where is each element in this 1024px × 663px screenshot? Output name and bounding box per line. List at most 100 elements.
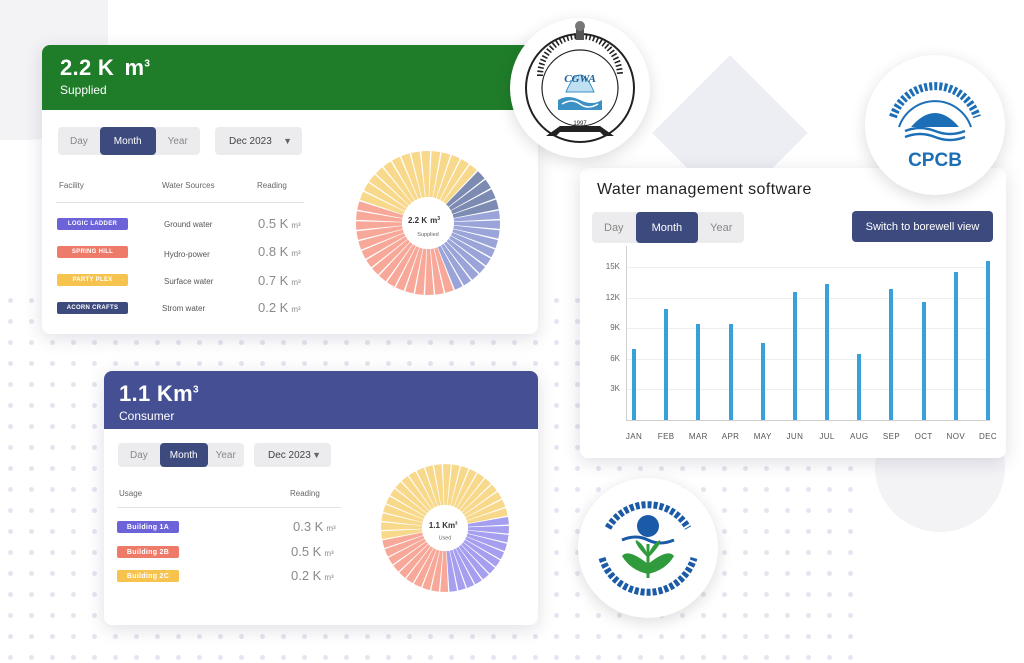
col-reading: Reading	[290, 489, 320, 498]
donut-slice-segment	[384, 535, 425, 557]
donut-slice-segment	[450, 189, 496, 215]
svg-text:CGWA: CGWA	[564, 73, 596, 85]
consumer-value: 1.1 Km3	[119, 381, 523, 407]
donut-slice-segment	[461, 542, 495, 574]
bar-mar[interactable]	[696, 324, 701, 420]
y-axis-line	[626, 246, 627, 420]
donut-slice-segment	[432, 152, 451, 199]
switch-borewell-button[interactable]: Switch to borewell view	[852, 211, 993, 242]
bar-nov[interactable]	[953, 272, 958, 420]
donut-slice-segment	[455, 546, 482, 585]
donut-slice-segment	[390, 488, 427, 517]
bar-jul[interactable]	[825, 283, 830, 420]
donut-slice-segment	[356, 211, 403, 222]
tab-year[interactable]: Year	[167, 135, 188, 147]
reading-value: 0.2 K	[291, 568, 322, 583]
donut-slice-segment	[388, 538, 427, 565]
tab-day[interactable]: Day	[604, 221, 624, 234]
donut-slice-segment	[465, 499, 506, 521]
x-tick-label: OCT	[914, 432, 933, 441]
supplied-card: 2.2 K m3 Supplied Day Month Year Dec 202…	[42, 45, 538, 334]
tab-day[interactable]: Day	[70, 135, 88, 147]
facility-badge: ACORN CRAFTS	[57, 302, 128, 314]
y-tick-label: 12K	[605, 292, 620, 302]
tab-month[interactable]: Month	[159, 443, 208, 467]
col-usage: Usage	[119, 489, 143, 498]
bar-apr[interactable]	[728, 324, 733, 420]
x-tick-label: JAN	[625, 432, 643, 441]
x-tick-label: JUL	[819, 432, 835, 441]
cgwa-logo: CGWA 1997	[510, 18, 650, 158]
supplied-unit: m	[124, 55, 145, 80]
tab-year[interactable]: Year	[215, 449, 236, 461]
y-tick-label: 6K	[610, 353, 620, 363]
donut-slice-segment	[449, 549, 466, 591]
donut-slice-segment	[448, 179, 491, 211]
donut-slice-segment	[433, 464, 444, 506]
donut-slice-segment	[463, 539, 501, 567]
reading-value: 0.5 K	[291, 544, 322, 559]
reading-unit: m³	[291, 249, 301, 258]
bar-jan[interactable]	[632, 348, 636, 420]
donut-slice-segment	[431, 550, 443, 592]
tab-year[interactable]: Year	[710, 221, 733, 234]
donut-slice-segment	[395, 246, 420, 291]
donut-slice-segment	[447, 464, 460, 506]
grid-line	[626, 328, 990, 330]
reading-unit: m³	[291, 221, 301, 230]
epa-seal-icon	[598, 501, 698, 596]
reading-value: 0.2 K	[258, 300, 289, 315]
donut-slice-segment	[381, 513, 423, 526]
donut-slice-segment	[448, 235, 491, 266]
consumer-date-select[interactable]: Dec 2023 ▼	[254, 443, 331, 467]
reading-unit: m³	[324, 573, 334, 582]
donut-slice-segment	[461, 484, 497, 515]
grid-line	[626, 297, 990, 299]
donut-slice-segment	[366, 236, 408, 268]
donut-slice-segment	[440, 159, 469, 202]
donut-slice-segment	[446, 171, 485, 207]
supplied-date-select[interactable]: Dec 2023 ▼	[215, 127, 302, 155]
x-tick-label: FEB	[657, 432, 675, 441]
donut-slice-segment	[356, 221, 403, 230]
donut-slice-segment	[434, 247, 454, 293]
donut-slice-segment	[453, 225, 500, 239]
y-tick-label: 9K	[610, 323, 620, 333]
chevron-down-icon: ▼	[312, 450, 321, 460]
consumer-label: Consumer	[119, 409, 175, 423]
consumer-header: 1.1 Km3 Consumer	[104, 371, 538, 429]
donut-slice-segment	[416, 467, 438, 508]
donut-slice-segment	[436, 155, 460, 200]
x-tick-label: APR	[721, 432, 740, 441]
chart-title: Water management software	[597, 181, 812, 198]
x-tick-label: AUG	[849, 432, 869, 441]
water-source: Ground water	[164, 220, 213, 229]
donut-slice-segment	[440, 551, 449, 592]
donut-slice-segment	[357, 201, 404, 219]
x-tick-label: SEP	[882, 432, 901, 441]
donut-slice-segment	[425, 248, 434, 295]
bar-oct[interactable]	[921, 301, 926, 420]
bar-jun[interactable]	[792, 291, 797, 420]
water-source: Surface water	[164, 277, 214, 286]
tab-month[interactable]: Month	[635, 212, 699, 243]
bar-aug[interactable]	[857, 353, 862, 420]
bar-may[interactable]	[760, 342, 765, 420]
x-tick-label: NOV	[946, 432, 966, 441]
bar-sep[interactable]	[889, 288, 894, 420]
donut-slice-segment	[443, 164, 477, 204]
tab-day[interactable]: Day	[130, 449, 148, 461]
bar-feb[interactable]	[664, 309, 669, 420]
x-tick-label: MAR	[688, 432, 708, 441]
y-tick-label: 15K	[605, 262, 620, 272]
col-water-sources: Water Sources	[162, 181, 215, 190]
tab-month[interactable]: Month	[99, 127, 156, 155]
donut-slice-segment	[383, 504, 424, 523]
donut-slice-segment	[425, 465, 441, 507]
bar-dec[interactable]	[986, 261, 990, 420]
cpcb-logo: CPCB	[865, 55, 1005, 195]
